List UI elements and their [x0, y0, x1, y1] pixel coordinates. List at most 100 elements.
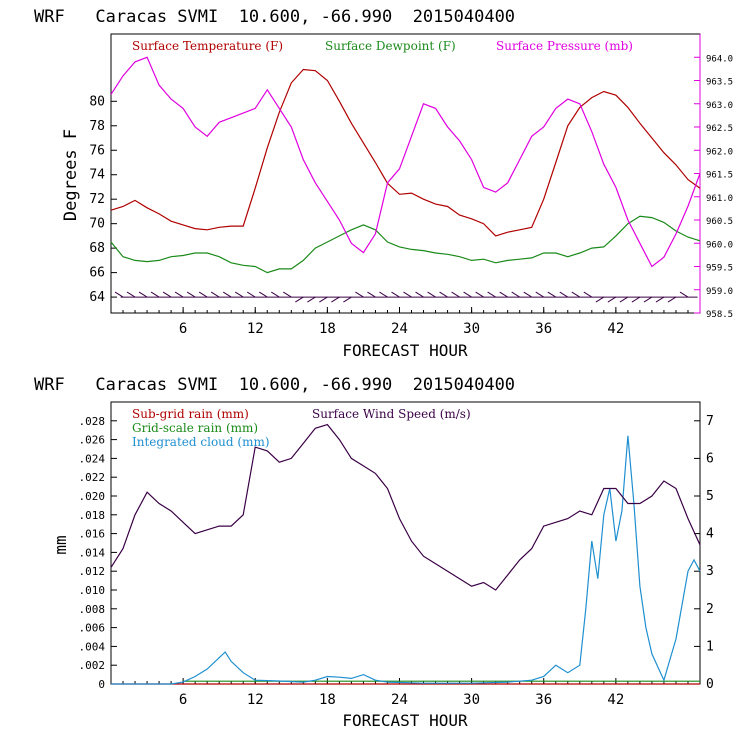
wind-barb [619, 296, 629, 303]
wind-barb [499, 291, 508, 298]
chart2-legend-wind: Surface Wind Speed (m/s) [312, 407, 471, 421]
y-tick-label: 78 [89, 119, 105, 134]
x-tick-label: 36 [535, 692, 552, 708]
series-line-3 [110, 423, 701, 591]
y2-tick-label: 7 [706, 414, 714, 429]
wind-barb [415, 291, 424, 298]
wind-barb [475, 291, 484, 298]
chart1-series [110, 56, 701, 274]
wind-barb [114, 291, 124, 298]
wind-barb [643, 296, 653, 303]
wind-barb [246, 291, 256, 298]
series-line-1 [110, 215, 701, 274]
chart1-ticks: 6 12 18 24 30 36 42 64 66 68 70 72 74 76 78 80 958.5 959.… [89, 54, 733, 337]
x-tick-label: 30 [463, 321, 480, 337]
chart2-legend-cloud: Integrated cloud (mm) [132, 435, 270, 449]
wind-barb [162, 291, 172, 298]
wind-barb [222, 291, 232, 298]
chart1-legend-dew: Surface Dewpoint (F) [325, 39, 456, 53]
y2-tick-label: 0 [706, 677, 714, 692]
y-tick-label: 0 [98, 678, 105, 691]
y-tick-label: .020 [79, 490, 106, 503]
wind-barb [367, 291, 376, 298]
wind-barb [259, 291, 268, 298]
wind-barb [295, 296, 304, 303]
chart1-legend-temp: Surface Temperature (F) [132, 39, 283, 53]
y2-tick-label: 963.0 [706, 101, 733, 111]
y2-tick-label: 959.0 [706, 287, 733, 297]
wind-barb [679, 291, 689, 298]
y-tick-label: .022 [79, 471, 106, 484]
wind-barb [439, 291, 448, 298]
x-tick-label: 36 [535, 321, 552, 337]
chart1-wind-barbs [114, 291, 698, 303]
wind-barb [150, 291, 160, 298]
x-tick-label: 6 [179, 692, 187, 708]
wind-barb [319, 296, 328, 303]
wind-barb [126, 291, 136, 298]
chart2-xlabel: FORECAST HOUR [342, 711, 468, 730]
y-tick-label: .028 [79, 415, 106, 428]
y-tick-label: 80 [89, 94, 105, 109]
y-tick-label: .014 [79, 546, 106, 559]
y-tick-label: 72 [89, 192, 105, 207]
wind-barb [379, 291, 388, 298]
wind-barb [523, 291, 532, 298]
wind-barb [607, 296, 617, 303]
y2-tick-label: 960.0 [706, 240, 733, 250]
chart1-title: WRF Caracas SVMI 10.600, -66.990 2015040… [34, 7, 515, 27]
chart1-plot-frame [110, 33, 701, 314]
wind-barb [271, 291, 280, 298]
y2-tick-label: 958.5 [706, 310, 733, 320]
chart2-series [110, 423, 701, 685]
x-tick-label: 12 [247, 692, 264, 708]
y2-tick-label: 2 [706, 602, 714, 617]
y2-tick-label: 3 [706, 564, 714, 579]
wind-barb [667, 296, 677, 303]
chart2-title: WRF Caracas SVMI 10.600, -66.990 2015040… [34, 375, 515, 395]
y-tick-label: .016 [79, 528, 106, 541]
wind-barb [210, 291, 220, 298]
y-tick-label: .024 [79, 452, 106, 465]
x-tick-label: 18 [319, 321, 336, 337]
wind-barb [463, 291, 472, 298]
x-tick-label: 30 [463, 692, 480, 708]
y-tick-label: .010 [79, 584, 106, 597]
y-tick-label: .002 [79, 659, 106, 672]
y-tick-label: .008 [79, 603, 106, 616]
wind-barb [595, 296, 605, 303]
y-tick-label: .018 [79, 509, 106, 522]
y2-tick-label: 6 [706, 451, 714, 466]
wind-barb [198, 291, 208, 298]
chart2-legend-grid: Grid-scale rain (mm) [132, 421, 258, 435]
wind-barb [571, 291, 581, 298]
wind-barb [535, 291, 544, 298]
chart2-ticks: 6 12 18 24 30 36 420.002.004.006.008.010.012.0… [79, 414, 715, 708]
y-tick-label: .012 [79, 565, 106, 578]
wind-barb [403, 291, 412, 298]
y2-tick-label: 963.5 [706, 78, 733, 88]
wind-barb [427, 291, 436, 298]
wind-barb [174, 291, 184, 298]
x-tick-label: 24 [391, 692, 408, 708]
chart1-legend-press: Surface Pressure (mb) [496, 39, 633, 53]
y2-tick-label: 1 [706, 639, 714, 654]
series-line-2 [111, 435, 701, 685]
y2-tick-label: 961.0 [706, 194, 733, 204]
y2-tick-label: 959.5 [706, 264, 733, 274]
y2-tick-label: 960.5 [706, 217, 733, 227]
wind-barb [331, 296, 340, 303]
series-line-0 [110, 68, 701, 237]
y2-tick-label: 4 [706, 527, 714, 542]
wind-barb [451, 291, 460, 298]
wind-barb [355, 291, 364, 298]
y-tick-label: 74 [89, 168, 105, 183]
wind-barb [583, 291, 593, 298]
wind-barb [283, 291, 292, 298]
y-tick-label: 76 [89, 143, 105, 158]
wind-barb [631, 296, 641, 303]
wind-barb [511, 291, 520, 298]
wind-barb [343, 296, 352, 303]
wind-barb [547, 291, 557, 298]
